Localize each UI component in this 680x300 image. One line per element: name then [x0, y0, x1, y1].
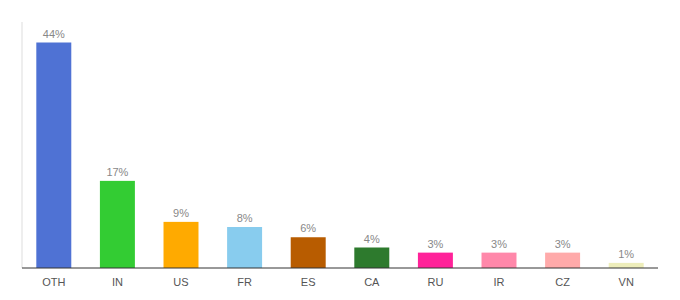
bar — [36, 43, 71, 269]
bar — [354, 248, 389, 269]
bar — [545, 253, 580, 268]
data-label: 4% — [364, 233, 380, 245]
x-tick-label: IR — [494, 276, 505, 288]
bar — [482, 253, 517, 268]
chart: 44% 17% 9% 8% 6% 4% 3% 3% 3% 1% OTH IN US FR ES CA RU IR C… — [0, 0, 680, 300]
data-label: 8% — [237, 212, 253, 224]
bar — [609, 263, 644, 268]
bar — [100, 181, 135, 268]
bar — [418, 253, 453, 268]
x-tick-label: CZ — [555, 276, 570, 288]
x-tick-label: OTH — [42, 276, 65, 288]
data-label: 3% — [491, 238, 507, 250]
data-label: 6% — [300, 222, 316, 234]
x-tick-label: VN — [619, 276, 634, 288]
data-label: 9% — [173, 207, 189, 219]
data-label: 3% — [555, 238, 571, 250]
x-tick-label: CA — [364, 276, 380, 288]
data-label: 1% — [618, 248, 634, 260]
x-tick-label: US — [173, 276, 188, 288]
data-label: 44% — [43, 28, 65, 40]
x-tick-label: ES — [301, 276, 316, 288]
data-label: 17% — [106, 166, 128, 178]
bar — [227, 227, 262, 268]
bar — [291, 237, 326, 268]
bars — [36, 43, 643, 269]
bar — [164, 222, 199, 268]
x-tick-label: RU — [427, 276, 443, 288]
y-axis-line — [22, 22, 23, 268]
x-axis-line — [22, 268, 658, 269]
x-tick-label: FR — [237, 276, 252, 288]
x-tick-label: IN — [112, 276, 123, 288]
data-label: 3% — [427, 238, 443, 250]
